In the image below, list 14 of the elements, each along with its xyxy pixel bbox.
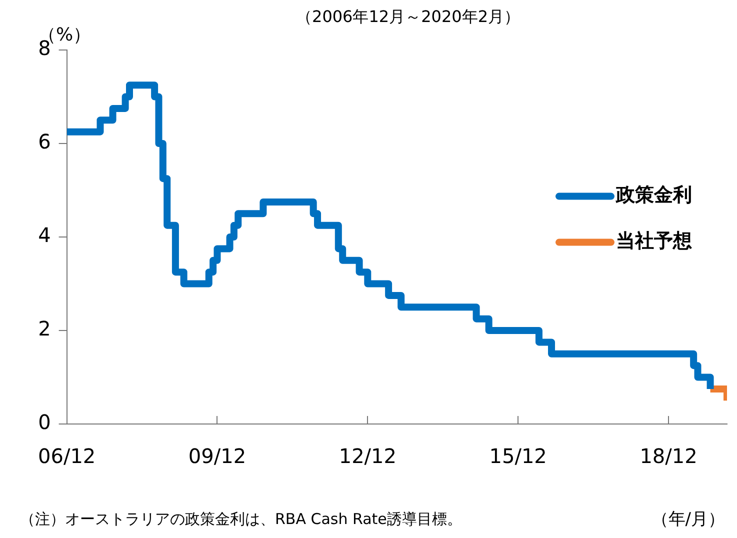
x-tick-label: 09/12: [188, 444, 246, 468]
x-tick-label: 15/12: [489, 444, 547, 468]
legend-label: 政策金利: [615, 184, 692, 206]
y-tick-label: 2: [38, 316, 51, 341]
x-tick-label: 06/12: [38, 444, 96, 468]
x-tick-label: 12/12: [338, 444, 396, 468]
y-tick-label: 4: [38, 223, 51, 248]
x-axis-title: （年/月）: [651, 509, 725, 530]
chart-title: （2006年12月～2020年2月）: [296, 7, 520, 26]
text: （注）オーストラリアの政策金利は、RBA Cash Rate誘導目標。: [20, 510, 462, 528]
y-tick-label: 0: [38, 410, 51, 434]
x-tick-label: 18/12: [640, 444, 698, 468]
legend-label: 当社予想: [616, 230, 692, 252]
y-tick-label: 6: [38, 130, 51, 154]
